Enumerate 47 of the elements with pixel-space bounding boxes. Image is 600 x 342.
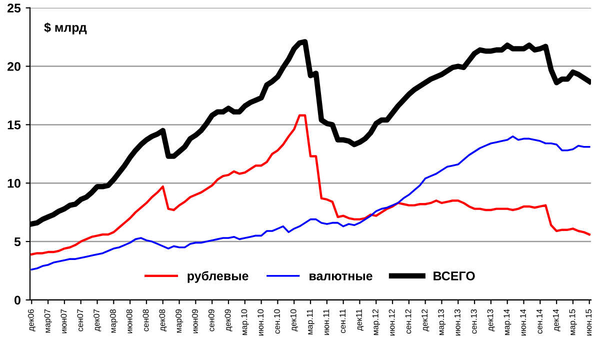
- y-tick-label: 25: [8, 4, 21, 13]
- x-tick-label: сен08: [142, 309, 149, 332]
- x-tick-label: июн.12: [388, 309, 395, 336]
- x-tick-label: дек07: [94, 309, 102, 332]
- legend-label: валютные: [310, 274, 372, 280]
- x-tick-label: июн08: [126, 309, 132, 334]
- x-tick-label: июн.15: [586, 309, 592, 336]
- legend-label: ВСЕГО: [434, 272, 475, 280]
- x-tick-label: сен07: [77, 309, 84, 332]
- line-series: [30, 114, 590, 256]
- y-tick-label: 20: [8, 62, 20, 71]
- y-tick-label: 10: [8, 178, 20, 188]
- x-tick-label: дек09: [224, 309, 232, 332]
- x-tick-label: июн.14: [520, 309, 526, 336]
- x-tick-label: сен.11: [340, 309, 346, 333]
- y-axis-title: $ млрд: [44, 22, 87, 34]
- x-tick-label: мар07: [44, 309, 52, 333]
- x-tick-label: мар.10: [241, 309, 249, 335]
- x-tick-label: мар09: [176, 309, 184, 333]
- x-tick-label: июн09: [192, 309, 198, 334]
- x-tick-label: дек08: [159, 309, 167, 332]
- x-tick-label: мар.11: [306, 309, 314, 334]
- x-tick-label: июн.10: [258, 309, 264, 336]
- x-tick-label: июн.13: [454, 309, 460, 336]
- x-tick-label: дек06: [28, 309, 36, 332]
- x-tick-label: дек12: [422, 309, 430, 332]
- x-tick-label: дек11: [356, 309, 364, 331]
- line-series: [30, 135, 590, 270]
- x-tick-label: сен.12: [405, 309, 412, 334]
- y-tick-label: 15: [8, 120, 21, 130]
- x-tick-label: дек10: [290, 309, 298, 332]
- x-tick-label: июн.11: [323, 309, 330, 335]
- x-tick-label: мар.14: [504, 309, 512, 335]
- x-tick-label: сен.10: [274, 309, 280, 334]
- x-tick-label: сен.14: [536, 309, 542, 334]
- x-tick-label: мар.12: [372, 309, 380, 335]
- legend-label: рублевые: [188, 271, 248, 283]
- x-tick-label: дек14: [552, 309, 560, 332]
- x-tick-label: мар.13: [438, 309, 446, 335]
- y-tick-label: 0: [14, 296, 20, 305]
- x-tick-label: мар08: [110, 309, 118, 333]
- x-tick-label: мар.15: [569, 309, 577, 335]
- x-tick-label: дек13: [487, 309, 495, 332]
- y-tick-label: 5: [14, 237, 21, 246]
- x-tick-label: сен09: [208, 309, 214, 332]
- x-tick-label: июн07: [60, 309, 67, 334]
- x-tick-label: сен.13: [470, 309, 477, 334]
